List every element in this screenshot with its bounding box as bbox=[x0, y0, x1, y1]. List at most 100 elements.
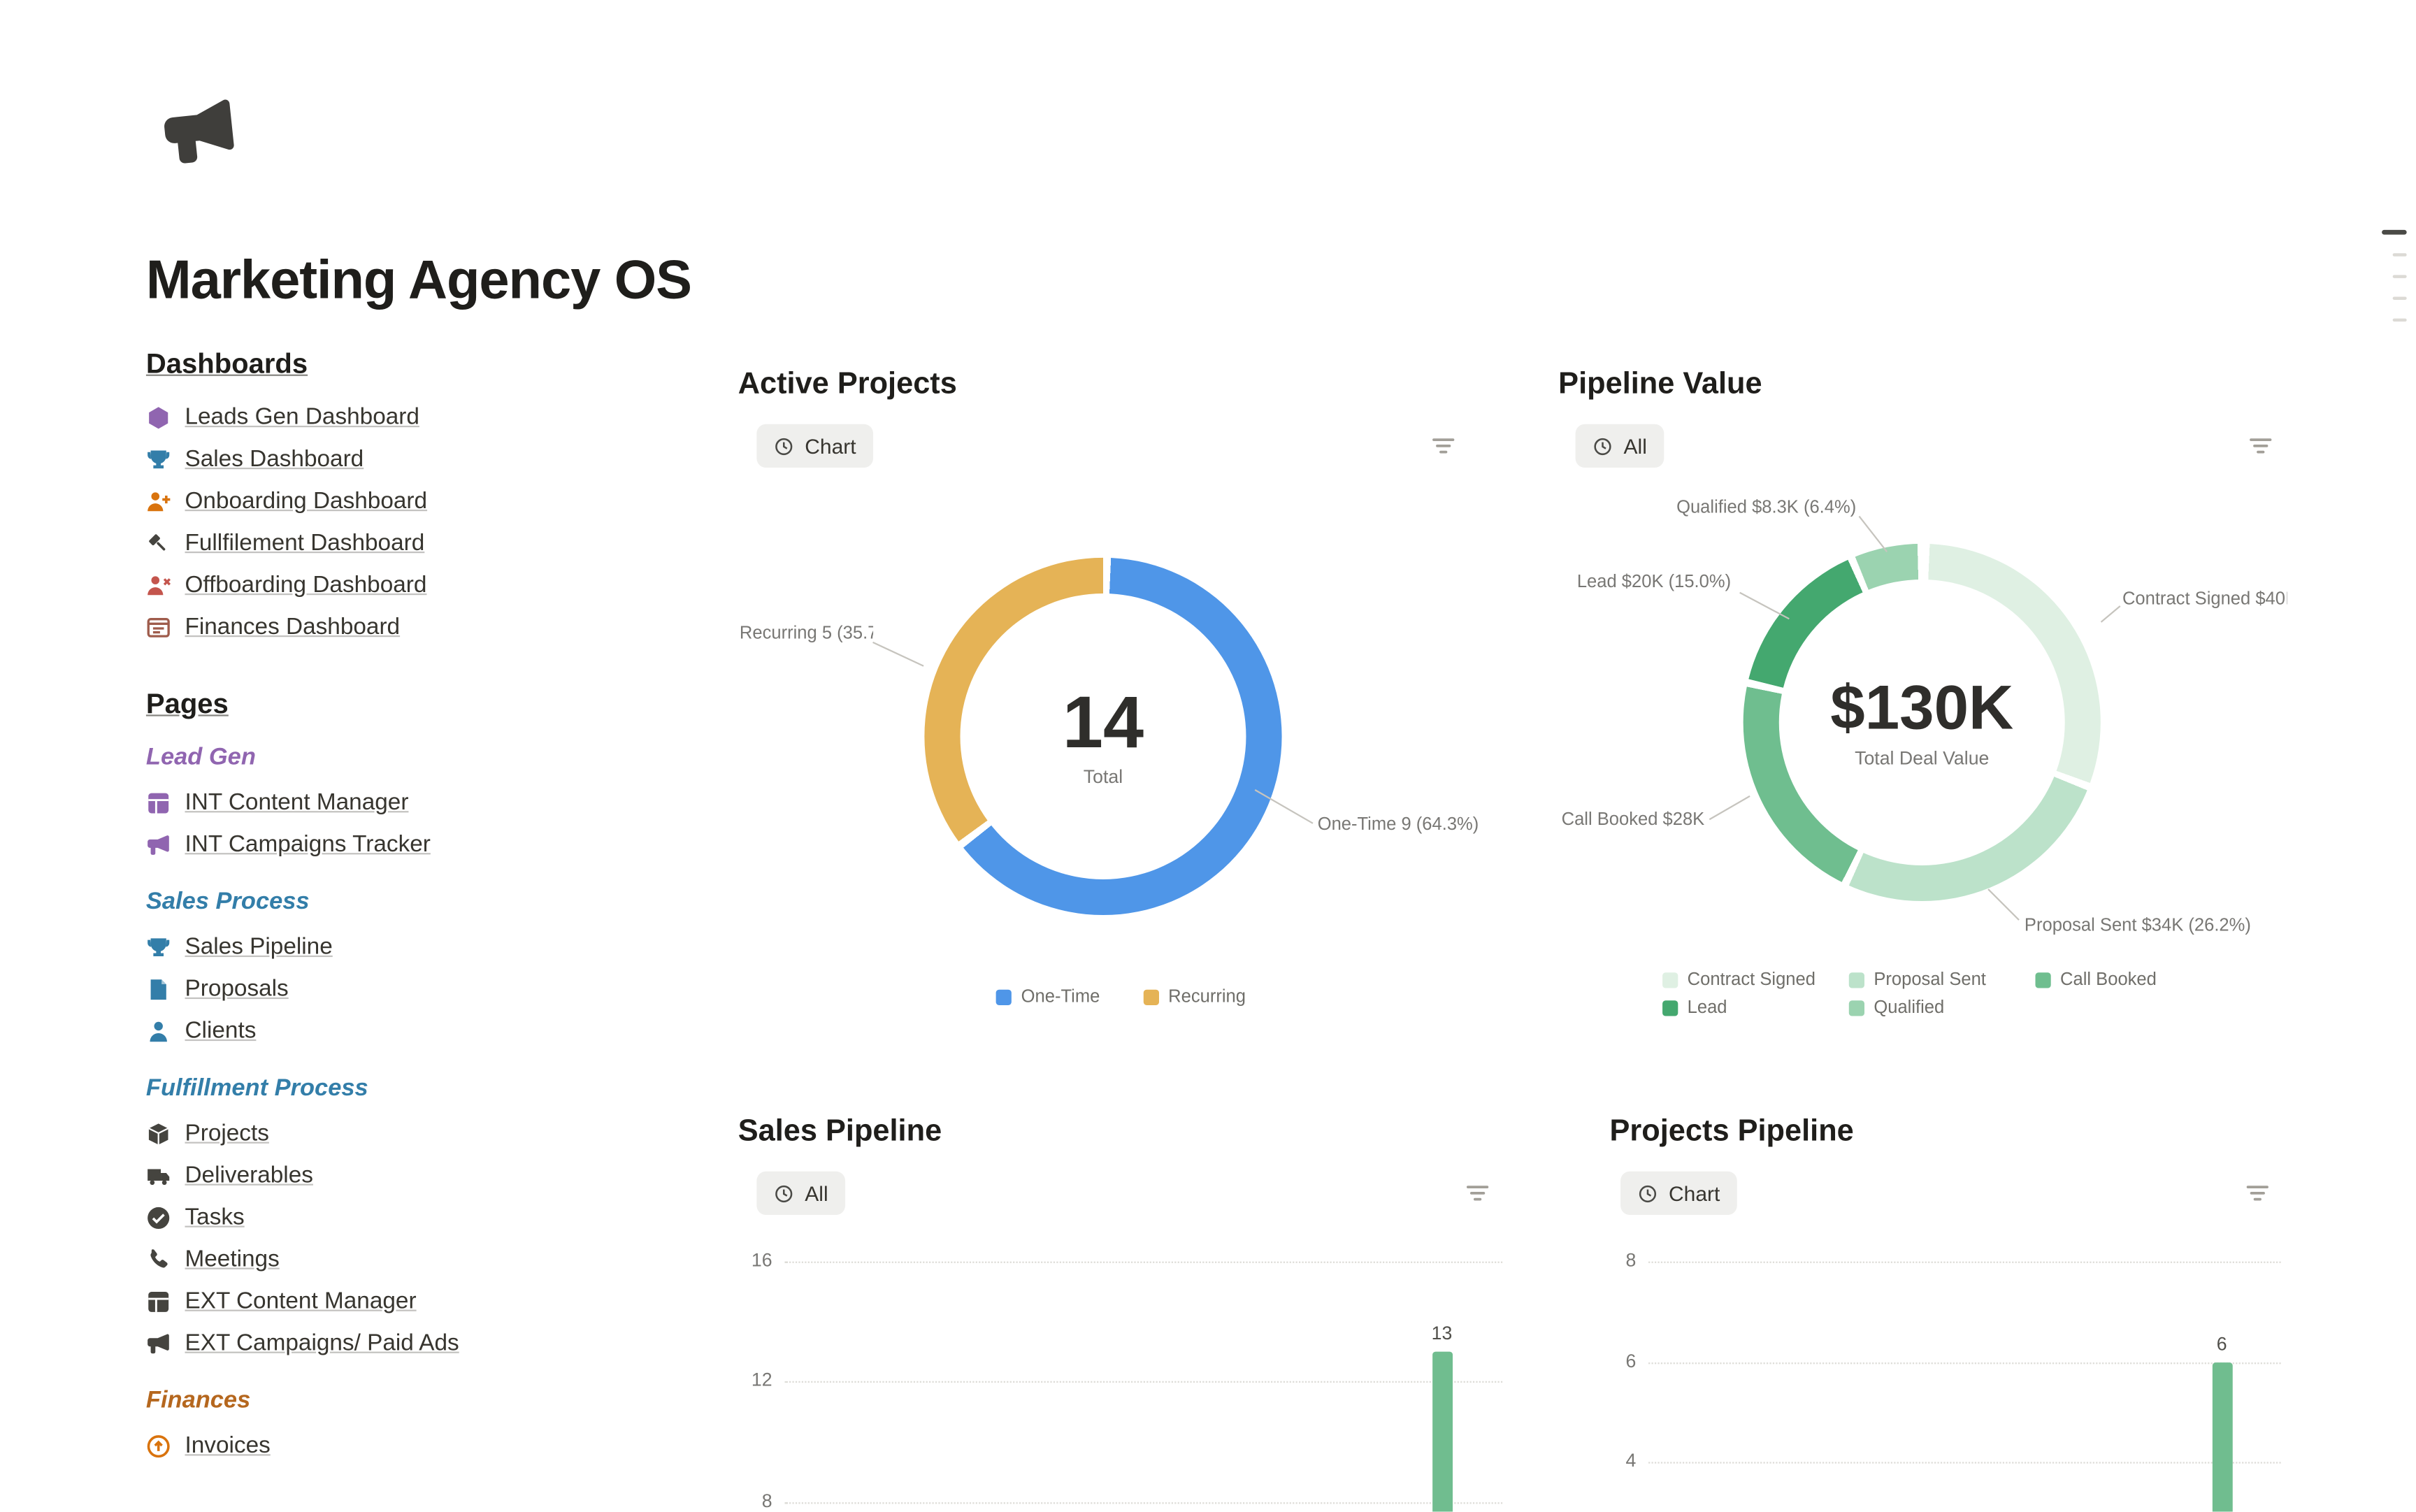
legend-item: Proposal Sent bbox=[1848, 971, 1986, 990]
sidebar-item-clients[interactable]: Clients bbox=[146, 1010, 612, 1052]
sidebar-item-sales-dashboard[interactable]: Sales Dashboard bbox=[146, 438, 612, 480]
pipeline-value-donut[interactable]: $130K Total Deal Value bbox=[1743, 543, 2101, 902]
bar-value-label: 6 bbox=[2216, 1332, 2227, 1355]
trophy-icon bbox=[146, 935, 171, 960]
toc-line[interactable] bbox=[2392, 252, 2407, 256]
leader-line bbox=[872, 641, 924, 667]
filter-icon[interactable] bbox=[2243, 1179, 2271, 1207]
bar[interactable] bbox=[2212, 1362, 2233, 1512]
donut-hole bbox=[1778, 579, 2065, 865]
card-title: Projects Pipeline bbox=[1609, 1114, 1854, 1149]
sidebar-item-invoices[interactable]: Invoices bbox=[146, 1425, 612, 1467]
gridline bbox=[1648, 1362, 2281, 1365]
active-projects-card: Active Projects Chart 14 Total Recurring… bbox=[738, 367, 1504, 1051]
sidebar-item-leads-gen-dashboard[interactable]: Leads Gen Dashboard bbox=[146, 396, 612, 438]
page-title: Marketing Agency OS bbox=[145, 250, 692, 312]
gavel-icon bbox=[146, 531, 171, 556]
megaphone-icon bbox=[146, 1331, 171, 1356]
group-label-sales-process: Sales Process bbox=[145, 888, 310, 916]
gridline bbox=[784, 1381, 1503, 1383]
legend-item: Call Booked bbox=[2035, 971, 2157, 990]
callout-one-time: One-Time 9 (64.3%) bbox=[1317, 815, 1479, 835]
toc-indicator[interactable] bbox=[2379, 229, 2407, 321]
view-tab-chart[interactable]: Chart bbox=[756, 424, 874, 468]
donut-center: $130K Total Deal Value bbox=[1743, 544, 2101, 901]
sidebar-item-ext-campaigns-paid-ads[interactable]: EXT Campaigns/ Paid Ads bbox=[146, 1322, 612, 1364]
pipeline-value-card: Pipeline Value All $130K Total Deal Valu… bbox=[1558, 367, 2287, 1051]
y-axis-tick: 8 bbox=[1625, 1248, 1637, 1272]
legend-swatch bbox=[996, 989, 1012, 1005]
legend-item: Lead bbox=[1662, 999, 1727, 1018]
sidebar-item-fullfilement-dashboard[interactable]: Fullfilement Dashboard bbox=[146, 522, 612, 564]
sidebar-item-meetings[interactable]: Meetings bbox=[146, 1238, 612, 1280]
person-remove-icon bbox=[146, 573, 171, 598]
phone-icon bbox=[146, 1247, 171, 1272]
donut-center: 14 Total bbox=[924, 558, 1281, 915]
legend-item: Contract Signed bbox=[1662, 971, 1815, 990]
callout-call-booked: Call Booked $28K bbox=[1561, 811, 1705, 830]
gridline bbox=[784, 1261, 1503, 1263]
gridline bbox=[1648, 1462, 2281, 1464]
person-add-icon bbox=[146, 489, 171, 514]
sidebar-item-tasks[interactable]: Tasks bbox=[146, 1196, 612, 1238]
view-tab-all[interactable]: All bbox=[756, 1171, 846, 1216]
bar-value-label: 13 bbox=[1431, 1322, 1453, 1344]
sidebar-item-ext-content-manager[interactable]: EXT Content Manager bbox=[146, 1280, 612, 1322]
filter-icon[interactable] bbox=[1430, 432, 1458, 460]
sidebar-heading-pages[interactable]: Pages bbox=[145, 688, 229, 720]
callout-proposal-sent: Proposal Sent $34K (26.2%) bbox=[2024, 916, 2251, 935]
toc-line[interactable] bbox=[2382, 229, 2407, 234]
projects-pipeline-card: Projects Pipeline Chart 8 6 4 6 bbox=[1610, 1114, 2287, 1512]
toc-line[interactable] bbox=[2392, 274, 2407, 278]
y-axis-tick: 16 bbox=[751, 1248, 772, 1272]
sidebar-item-projects[interactable]: Projects bbox=[146, 1112, 612, 1154]
group-label-fulfillment-process: Fulfillment Process bbox=[145, 1074, 368, 1102]
y-axis-tick: 12 bbox=[751, 1369, 772, 1391]
leader-line bbox=[2100, 605, 2121, 623]
megaphone-icon bbox=[146, 832, 171, 857]
donut-total-label: Total Deal Value bbox=[1855, 746, 1990, 769]
clock-icon bbox=[1594, 437, 1611, 454]
sidebar-item-proposals[interactable]: Proposals bbox=[146, 968, 612, 1010]
chart-legend: One-Time Recurring bbox=[738, 988, 1504, 1007]
y-axis-tick: 8 bbox=[761, 1490, 772, 1512]
bar[interactable] bbox=[1432, 1351, 1453, 1512]
document-icon bbox=[146, 977, 171, 1002]
view-tab-all[interactable]: All bbox=[1575, 424, 1664, 468]
ledger-icon bbox=[146, 614, 171, 640]
sidebar-item-int-campaigns-tracker[interactable]: INT Campaigns Tracker bbox=[146, 823, 612, 865]
sidebar-item-deliverables[interactable]: Deliverables bbox=[146, 1154, 612, 1196]
check-circle-icon bbox=[146, 1205, 171, 1230]
legend-item: Recurring bbox=[1143, 988, 1246, 1007]
clock-icon bbox=[775, 437, 793, 454]
trophy-icon bbox=[146, 447, 171, 472]
y-axis-tick: 6 bbox=[1625, 1350, 1637, 1372]
toc-line[interactable] bbox=[2392, 296, 2407, 299]
clock-icon bbox=[1639, 1184, 1657, 1202]
legend-swatch bbox=[1848, 972, 1865, 988]
donut-total-value: $130K bbox=[1830, 673, 2014, 742]
filter-icon[interactable] bbox=[1464, 1179, 1492, 1207]
filter-icon[interactable] bbox=[2247, 432, 2275, 460]
sidebar-item-finances-dashboard[interactable]: Finances Dashboard bbox=[146, 606, 612, 648]
box-icon bbox=[146, 1121, 171, 1146]
sales-pipeline-card: Sales Pipeline All 16 12 8 13 bbox=[738, 1114, 1504, 1512]
active-projects-donut[interactable]: 14 Total bbox=[924, 557, 1282, 916]
donut-total-value: 14 bbox=[1062, 680, 1144, 763]
toc-line[interactable] bbox=[2392, 317, 2407, 321]
y-axis-tick: 4 bbox=[1625, 1449, 1637, 1471]
truck-icon bbox=[146, 1163, 171, 1188]
sidebar-item-sales-pipeline[interactable]: Sales Pipeline bbox=[146, 926, 612, 968]
sidebar-item-offboarding-dashboard[interactable]: Offboarding Dashboard bbox=[146, 564, 612, 606]
clock-icon bbox=[775, 1184, 793, 1202]
sidebar: Dashboards Leads Gen Dashboard Sales Das… bbox=[146, 348, 612, 1467]
gridline bbox=[1648, 1261, 2281, 1263]
sidebar-item-int-content-manager[interactable]: INT Content Manager bbox=[146, 782, 612, 823]
gridline bbox=[784, 1502, 1503, 1504]
view-tab-chart[interactable]: Chart bbox=[1620, 1171, 1737, 1216]
sidebar-item-onboarding-dashboard[interactable]: Onboarding Dashboard bbox=[146, 480, 612, 522]
sidebar-heading-dashboards[interactable]: Dashboards bbox=[145, 347, 308, 380]
donut-total-label: Total bbox=[1083, 765, 1123, 788]
legend-item: Qualified bbox=[1848, 999, 1944, 1018]
